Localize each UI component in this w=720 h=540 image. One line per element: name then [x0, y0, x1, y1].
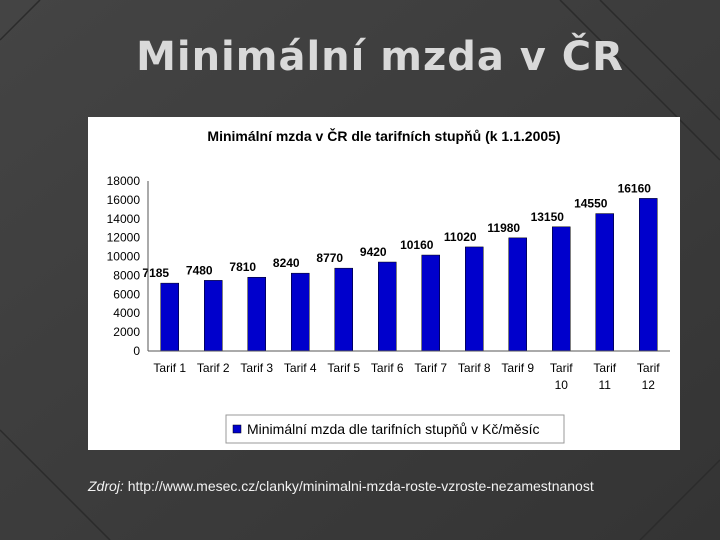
bar: [421, 254, 440, 352]
source-citation: Zdroj: http://www.mesec.cz/clanky/minima…: [88, 478, 708, 494]
slide-title: Minimální mzda v ČR: [136, 34, 624, 80]
chart-title: Minimální mzda v ČR dle tarifních stupňů…: [207, 127, 560, 144]
data-label: 16160: [618, 181, 652, 195]
data-label: 8240: [273, 256, 300, 270]
bar: [639, 198, 658, 352]
x-tick-label: Tarif 10: [550, 361, 573, 392]
bar: [204, 280, 223, 352]
bar: [247, 276, 266, 352]
x-tick-label: Tarif 3: [240, 361, 273, 375]
bar-chart: Minimální mzda v ČR dle tarifních stupňů…: [107, 127, 670, 444]
x-tick-label: Tarif 4: [284, 361, 317, 375]
x-tick-label: Tarif 9: [501, 361, 534, 375]
legend-label: Minimální mzda dle tarifních stupňů v Kč…: [247, 421, 540, 437]
data-label: 14550: [574, 197, 608, 211]
y-tick-label: 12000: [107, 231, 141, 245]
chart-panel: Minimální mzda v ČR dle tarifních stupňů…: [88, 117, 680, 450]
bar: [160, 282, 179, 352]
y-tick-label: 16000: [107, 193, 141, 207]
y-tick-label: 2000: [113, 325, 140, 339]
y-tick-label: 10000: [107, 250, 141, 264]
y-tick-label: 6000: [113, 287, 140, 301]
bars: [160, 198, 658, 352]
data-label: 7810: [229, 260, 256, 274]
data-label: 11020: [444, 230, 477, 244]
data-label: 7185: [142, 266, 169, 280]
x-axis-labels: Tarif 1 Tarif 2 Tarif 3 Tarif 4 Tarif 5 Tarif…: [153, 361, 660, 392]
y-tick-label: 4000: [113, 306, 140, 320]
data-label: 7480: [186, 263, 213, 277]
x-tick-label: Tarif 5: [327, 361, 360, 375]
x-tick-label: Tarif 7: [414, 361, 447, 375]
x-tick-label: Tarif 8: [458, 361, 491, 375]
source-label: Zdroj:: [88, 478, 124, 494]
bar: [508, 237, 527, 352]
x-tick-label: Tarif 2: [197, 361, 230, 375]
chart-legend: Minimální mzda dle tarifních stupňů v Kč…: [225, 414, 565, 444]
bar: [378, 261, 397, 352]
x-tick-label: Tarif 11: [593, 361, 616, 392]
bar: [334, 267, 353, 352]
data-label: 9420: [360, 245, 387, 259]
y-tick-label: 14000: [107, 212, 141, 226]
data-label: 8770: [316, 251, 343, 265]
value-labels: 7185 7480 7810 8240 8770 9420 10160 11020 11980 1…: [142, 181, 651, 280]
x-tick-label: Tarif 1: [153, 361, 186, 375]
bar: [291, 272, 310, 352]
bar: [595, 213, 614, 352]
y-tick-label: 8000: [113, 268, 140, 282]
bar: [465, 246, 484, 352]
source-url[interactable]: http://www.mesec.cz/clanky/minimalni-mzd…: [127, 478, 594, 494]
data-label: 13150: [531, 210, 565, 224]
y-tick-label: 0: [133, 344, 140, 358]
bar: [552, 226, 571, 352]
data-label: 11980: [487, 221, 520, 235]
legend-swatch: [232, 424, 242, 434]
data-label: 10160: [400, 238, 434, 252]
legend-frame: [225, 414, 565, 444]
y-axis-labels: 0 2000 4000 6000 8000 10000 12000 14000 16000 180…: [107, 174, 141, 358]
y-tick-label: 18000: [107, 174, 141, 188]
x-tick-label: Tarif 12: [637, 361, 660, 392]
x-tick-label: Tarif 6: [371, 361, 404, 375]
